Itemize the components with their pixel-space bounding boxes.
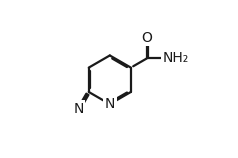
Text: N: N bbox=[105, 97, 115, 111]
Text: N: N bbox=[73, 102, 84, 116]
Text: NH₂: NH₂ bbox=[163, 52, 189, 66]
Text: O: O bbox=[141, 30, 152, 45]
